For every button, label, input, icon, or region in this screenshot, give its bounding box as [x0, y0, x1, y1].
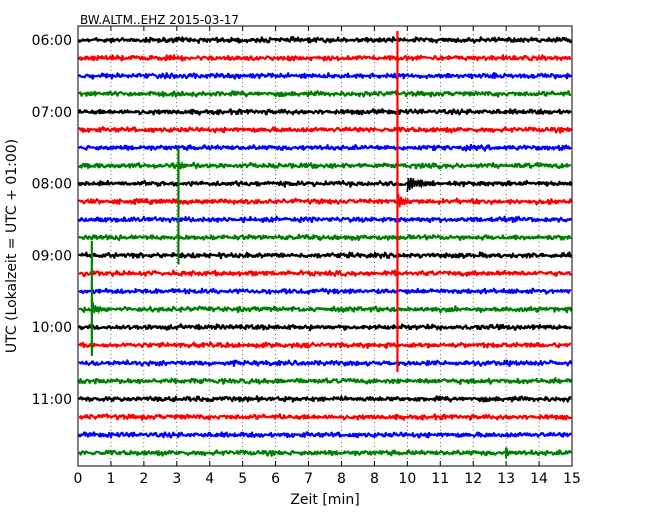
x-tick-label: 5 [238, 471, 247, 487]
chart-title: BW.ALTM..EHZ 2015-03-17 [80, 13, 239, 27]
trace-row-0830 [77, 215, 573, 224]
trace-row-0645 [78, 90, 572, 98]
event-2 [396, 31, 415, 373]
event-3 [406, 177, 438, 193]
plot-frame [77, 25, 573, 467]
trace-row-0630 [78, 72, 572, 80]
x-tick-label: 0 [74, 471, 83, 487]
trace-row-1115 [78, 413, 572, 421]
seismogram-traces [77, 35, 573, 457]
trace-row-0930 [78, 287, 572, 295]
x-tick-label: 3 [172, 471, 181, 487]
trace-row-1100 [78, 395, 572, 403]
vertical-grid [110, 26, 540, 466]
trace-row-0915 [78, 269, 572, 278]
x-tick-label: 13 [497, 471, 515, 487]
event-coda [177, 160, 194, 171]
trace-row-1045 [77, 377, 573, 385]
trace-row-0615 [77, 54, 572, 62]
trace-row-0600 [78, 35, 572, 44]
x-tick-label: 12 [464, 471, 482, 487]
event-5 [505, 447, 520, 459]
x-tick-label: 8 [337, 471, 346, 487]
trace-row-1000 [78, 323, 572, 332]
x-tick-label: 15 [563, 471, 581, 487]
x-tick-label: 1 [106, 471, 115, 487]
trace-row-0845 [78, 233, 572, 242]
x-tick-label: 2 [139, 471, 148, 487]
trace-row-1130 [77, 431, 572, 439]
y-tick-label: 06:00 [32, 33, 72, 49]
x-tick-label: 14 [530, 471, 548, 487]
trace-row-0945 [78, 305, 573, 314]
x-tick-label: 8 [370, 471, 379, 487]
trace-row-0815 [78, 197, 573, 206]
trace-row-0730 [78, 143, 572, 152]
trace-row-0715 [78, 126, 573, 134]
trace-row-0745 [78, 161, 572, 170]
x-axis-ticks: 0 1 2 3 4 5 6 7 8 8 10 11 12 13 14 15 [74, 26, 581, 487]
x-tick-label: 7 [304, 471, 313, 487]
x-tick-label: 11 [431, 471, 449, 487]
seismic-events [90, 31, 520, 459]
x-tick-label: 6 [271, 471, 280, 487]
event-coda [91, 302, 109, 317]
event-coda [396, 194, 415, 211]
y-tick-label: 09:00 [32, 248, 72, 264]
x-tick-label: 4 [205, 471, 214, 487]
y-tick-label: 08:00 [32, 177, 72, 193]
x-tick-label: 10 [398, 471, 416, 487]
y-tick-label: 11:00 [32, 392, 72, 408]
trace-row-0900 [78, 251, 573, 260]
y-axis-ticks: 06:00 07:00 08:00 09:00 10:00 11:00 [32, 33, 572, 408]
event-4 [90, 241, 109, 356]
trace-row-1145 [78, 449, 572, 457]
event-coda [505, 447, 520, 457]
trace-row-0800 [77, 179, 573, 188]
trace-row-1030 [78, 359, 573, 367]
y-tick-label: 10:00 [32, 320, 72, 336]
y-axis-label: UTC (Lokalzeit = UTC + 01:00) [4, 139, 20, 353]
trace-row-0700 [77, 108, 572, 116]
trace-row-1015 [78, 341, 572, 350]
y-tick-label: 07:00 [32, 105, 72, 121]
event-coda [406, 177, 438, 193]
x-axis-label: Zeit [min] [290, 492, 359, 508]
